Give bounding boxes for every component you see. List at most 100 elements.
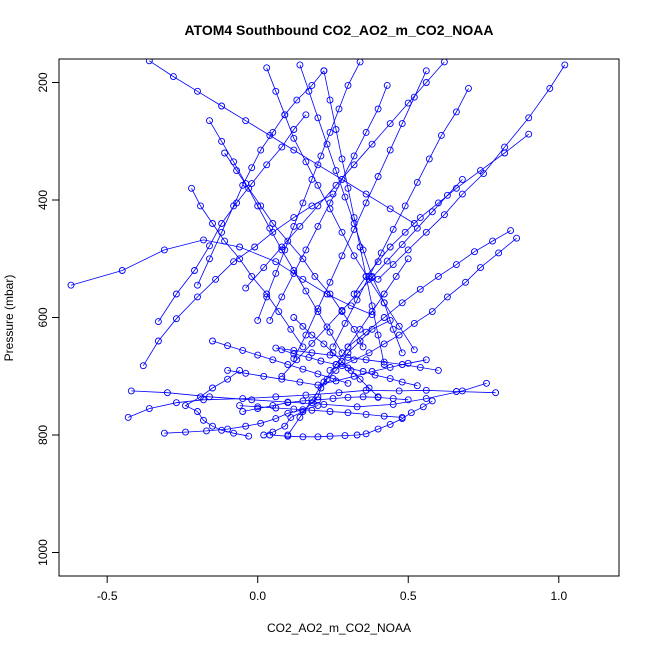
data-point xyxy=(374,425,382,433)
data-point xyxy=(290,346,298,354)
data-point xyxy=(377,249,385,257)
profile-line xyxy=(299,64,403,353)
data-point xyxy=(278,375,286,383)
data-point xyxy=(395,322,403,330)
data-point xyxy=(239,346,247,354)
data-point xyxy=(362,190,370,198)
profile-line xyxy=(269,400,433,438)
data-point xyxy=(194,293,201,301)
data-point xyxy=(386,316,394,324)
data-point xyxy=(365,349,373,357)
data-point xyxy=(465,84,472,92)
data-point xyxy=(290,350,298,358)
data-point xyxy=(203,427,210,435)
data-point xyxy=(308,349,316,357)
data-point xyxy=(422,228,430,236)
data-point xyxy=(248,272,256,280)
profile-line xyxy=(281,179,463,377)
data-point xyxy=(507,227,515,235)
data-point xyxy=(380,299,388,307)
data-point xyxy=(326,278,334,286)
data-point xyxy=(296,413,304,421)
data-point xyxy=(458,387,466,395)
data-point xyxy=(416,285,424,293)
data-point xyxy=(413,178,421,186)
data-point xyxy=(356,375,364,383)
data-point xyxy=(404,99,412,107)
data-point xyxy=(182,402,189,410)
profile-line xyxy=(347,230,511,348)
data-point xyxy=(404,255,412,263)
data-point xyxy=(272,415,280,423)
data-point xyxy=(230,158,238,166)
data-point xyxy=(326,351,334,359)
data-point xyxy=(356,325,364,333)
data-point xyxy=(299,275,307,283)
data-point xyxy=(386,420,394,428)
data-point xyxy=(332,181,340,189)
data-point xyxy=(272,258,280,266)
data-point xyxy=(428,208,436,216)
data-point xyxy=(380,314,388,321)
data-point xyxy=(338,175,346,183)
plot-frame xyxy=(58,58,620,577)
data-point xyxy=(254,405,262,413)
data-point xyxy=(272,404,280,412)
data-point xyxy=(236,366,244,374)
data-point xyxy=(221,149,229,157)
profile-line xyxy=(131,382,487,408)
data-point xyxy=(290,314,298,321)
y-axis-label: Pressure (mbar) xyxy=(2,275,16,362)
data-point xyxy=(314,114,322,122)
x-tick-label: -0.5 xyxy=(97,589,118,603)
data-point xyxy=(236,402,244,410)
data-point xyxy=(428,308,436,316)
data-point xyxy=(350,214,358,222)
data-point xyxy=(284,361,292,368)
data-point xyxy=(344,184,352,192)
data-point xyxy=(314,202,322,210)
data-point xyxy=(287,325,295,333)
data-point xyxy=(67,281,75,289)
data-point xyxy=(242,117,250,125)
data-point xyxy=(154,318,162,326)
profile-line xyxy=(275,347,439,371)
data-point xyxy=(350,356,358,364)
data-point xyxy=(127,387,135,395)
data-point xyxy=(278,143,286,151)
profile-line xyxy=(293,70,427,359)
profile-line xyxy=(323,70,385,365)
data-point xyxy=(501,149,509,157)
data-point xyxy=(332,126,340,133)
data-point xyxy=(422,386,430,394)
data-point xyxy=(272,344,280,352)
data-point xyxy=(299,322,307,330)
data-point xyxy=(209,220,216,227)
data-point xyxy=(344,379,352,387)
y-axis: 200 400 600 800 1000 xyxy=(36,72,59,566)
data-point xyxy=(350,152,358,160)
data-point xyxy=(368,368,376,375)
data-point xyxy=(206,255,213,263)
data-point xyxy=(398,120,406,128)
data-point xyxy=(380,361,388,368)
profile-line xyxy=(191,188,304,348)
data-point xyxy=(386,375,394,383)
data-point xyxy=(218,220,226,227)
data-point xyxy=(389,225,397,233)
data-point xyxy=(206,117,213,125)
data-point xyxy=(260,372,268,380)
data-point xyxy=(326,432,334,440)
data-point xyxy=(197,202,204,210)
data-point xyxy=(404,396,412,404)
data-point xyxy=(398,241,406,249)
data-point xyxy=(299,397,307,405)
data-point xyxy=(266,224,274,232)
data-point xyxy=(410,346,418,354)
data-point xyxy=(489,237,496,245)
data-point xyxy=(200,416,207,424)
data-point xyxy=(172,399,180,407)
profile-line xyxy=(332,88,469,348)
data-point xyxy=(272,87,280,95)
data-point xyxy=(308,339,316,347)
